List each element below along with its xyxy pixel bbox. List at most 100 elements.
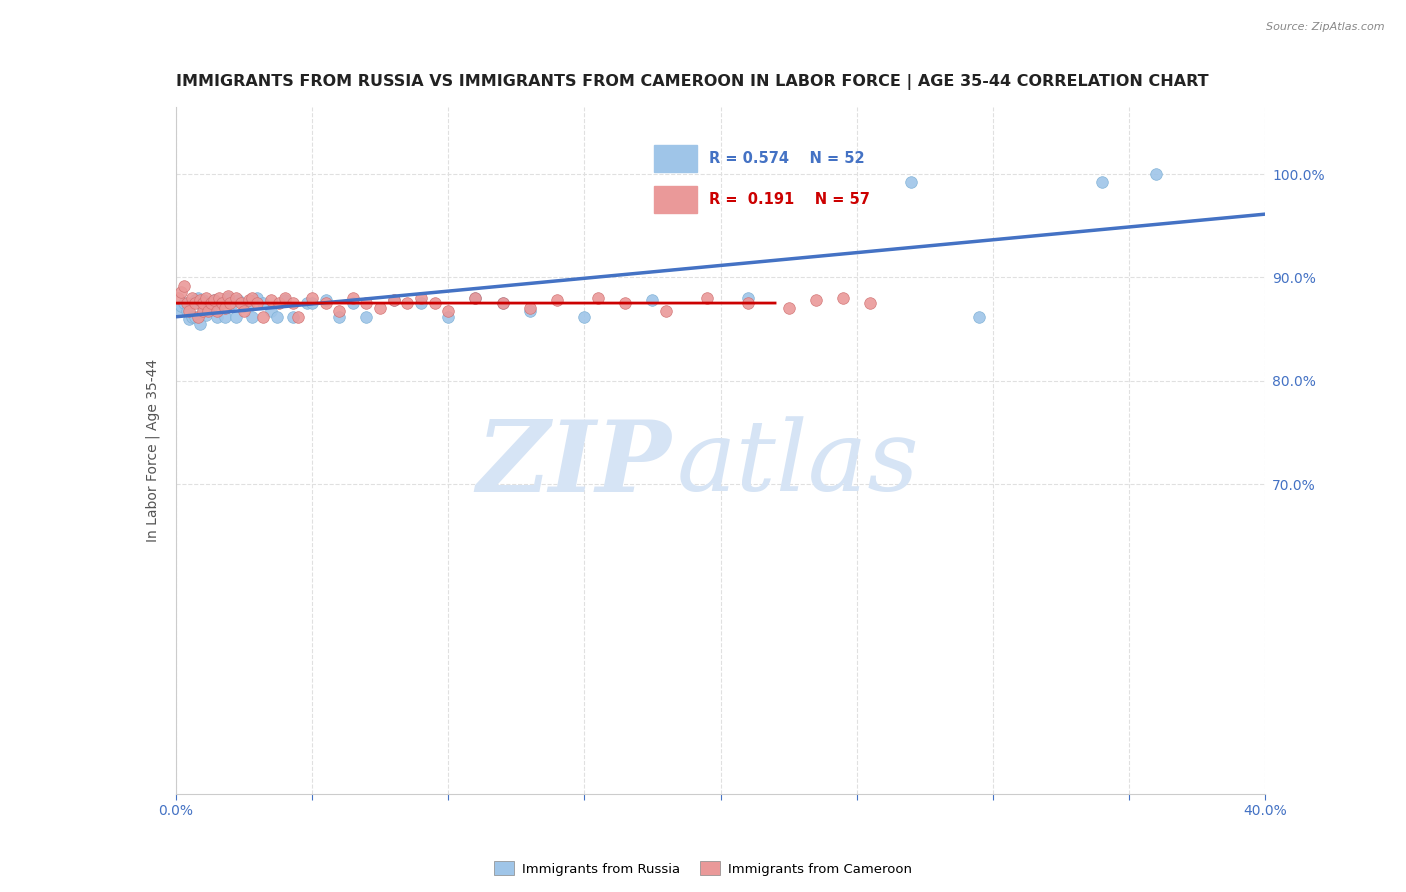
Point [176,296,198,310]
Point [315,293,337,308]
Point [208,296,231,310]
Point [464,291,486,305]
Point [170,299,193,313]
Point [200,301,222,316]
Point [409,296,432,310]
Point [205,310,228,324]
Point [409,291,432,305]
Point [225,310,247,324]
Point [342,291,364,305]
Point [246,296,269,310]
Point [315,296,337,310]
Point [170,285,193,299]
Point [228,293,250,308]
Point [191,293,214,308]
Point [208,291,231,305]
Point [194,308,217,322]
Point [225,291,247,305]
Point [211,296,233,310]
Point [188,293,211,308]
Point [1091,176,1114,190]
Point [274,291,297,305]
Point [181,296,204,310]
Point [181,291,204,305]
Point [281,310,304,324]
Point [246,291,269,305]
Point [859,296,882,310]
Point [464,291,486,305]
Point [214,310,236,324]
Text: R = 0.574    N = 52: R = 0.574 N = 52 [709,151,865,166]
Point [368,301,391,316]
Point [778,301,800,316]
Point [217,291,239,305]
Point [260,303,283,318]
Text: R =  0.191    N = 57: R = 0.191 N = 57 [709,192,870,207]
Point [191,303,214,318]
Point [179,303,201,318]
Point [969,310,991,324]
Point [737,291,759,305]
Point [252,296,274,310]
Point [238,293,260,308]
Point [240,291,263,305]
Point [614,296,637,310]
Legend: Immigrants from Russia, Immigrants from Cameroon: Immigrants from Russia, Immigrants from … [489,856,917,881]
Point [641,293,664,308]
Point [202,293,225,308]
Point [492,296,515,310]
Point [219,296,242,310]
Point [240,310,263,324]
Point [492,296,515,310]
Point [191,301,214,316]
Point [301,296,323,310]
Point [574,310,596,324]
Point [217,289,239,303]
Point [200,296,222,310]
Point [214,301,236,316]
Point [696,291,718,305]
Point [804,293,827,308]
Point [252,310,274,324]
Point [382,293,405,308]
Text: atlas: atlas [678,417,920,512]
Point [181,310,204,324]
Point [186,291,209,305]
Point [295,296,318,310]
Point [832,291,855,305]
Point [222,296,245,310]
Text: ZIP: ZIP [477,416,672,512]
Point [655,303,678,318]
Point [197,296,219,310]
Point [232,303,254,318]
Point [260,293,283,308]
Point [184,296,207,310]
Point [281,296,304,310]
Point [356,296,378,310]
Point [328,310,350,324]
Point [356,310,378,324]
Point [232,299,254,313]
Point [586,291,609,305]
Point [184,293,207,308]
Point [519,301,541,316]
Text: IMMIGRANTS FROM RUSSIA VS IMMIGRANTS FROM CAMEROON IN LABOR FORCE | AGE 35-44 CO: IMMIGRANTS FROM RUSSIA VS IMMIGRANTS FRO… [176,74,1208,90]
Point [287,310,309,324]
Y-axis label: In Labor Force | Age 35-44: In Labor Force | Age 35-44 [145,359,160,542]
Point [301,291,323,305]
Point [205,303,228,318]
Point [188,317,211,331]
Point [546,293,568,308]
Point [167,291,190,305]
Point [176,303,198,318]
Point [437,303,460,318]
Point [266,310,288,324]
Point [231,296,253,310]
Point [1144,167,1167,181]
Point [382,293,405,308]
Point [179,311,201,326]
Point [519,303,541,318]
Point [197,303,219,318]
Point [186,310,209,324]
Point [342,296,364,310]
